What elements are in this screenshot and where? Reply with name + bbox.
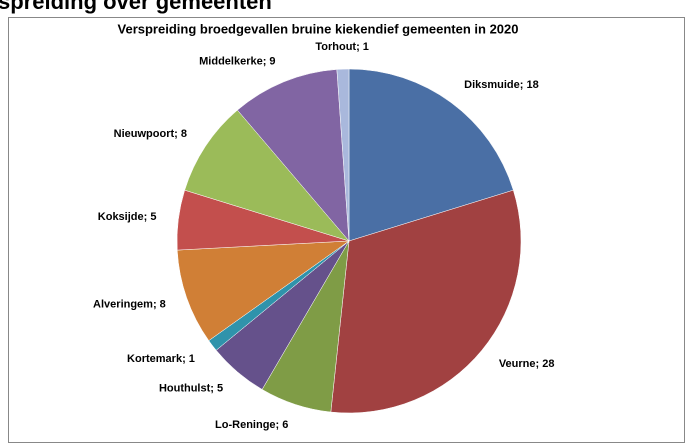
data-label: Middelkerke; 9: [199, 55, 275, 67]
data-label: Koksijde; 5: [98, 211, 157, 223]
pie-slice: [176, 240, 350, 341]
pie-slice: [330, 189, 522, 414]
page-heading: spreiding over gemeenten: [0, 0, 272, 14]
pie-slice: [336, 68, 350, 242]
data-label: Alveringem; 8: [93, 299, 166, 311]
data-label: Veurne; 28: [499, 358, 555, 370]
data-label: Torhout; 1: [315, 41, 369, 53]
chart-title: Verspreiding broedgevallen bruine kieken…: [118, 21, 519, 36]
data-label: Kortemark; 1: [127, 353, 195, 365]
pie-slice: [237, 69, 350, 242]
data-label: Houthulst; 5: [159, 383, 223, 395]
data-label: Lo-Reninge; 6: [215, 419, 288, 431]
pie-slice: [348, 68, 514, 242]
pie-slice: [184, 109, 350, 242]
data-label: Nieuwpoort; 8: [114, 128, 187, 140]
data-label: Diksmuide; 18: [464, 79, 539, 91]
